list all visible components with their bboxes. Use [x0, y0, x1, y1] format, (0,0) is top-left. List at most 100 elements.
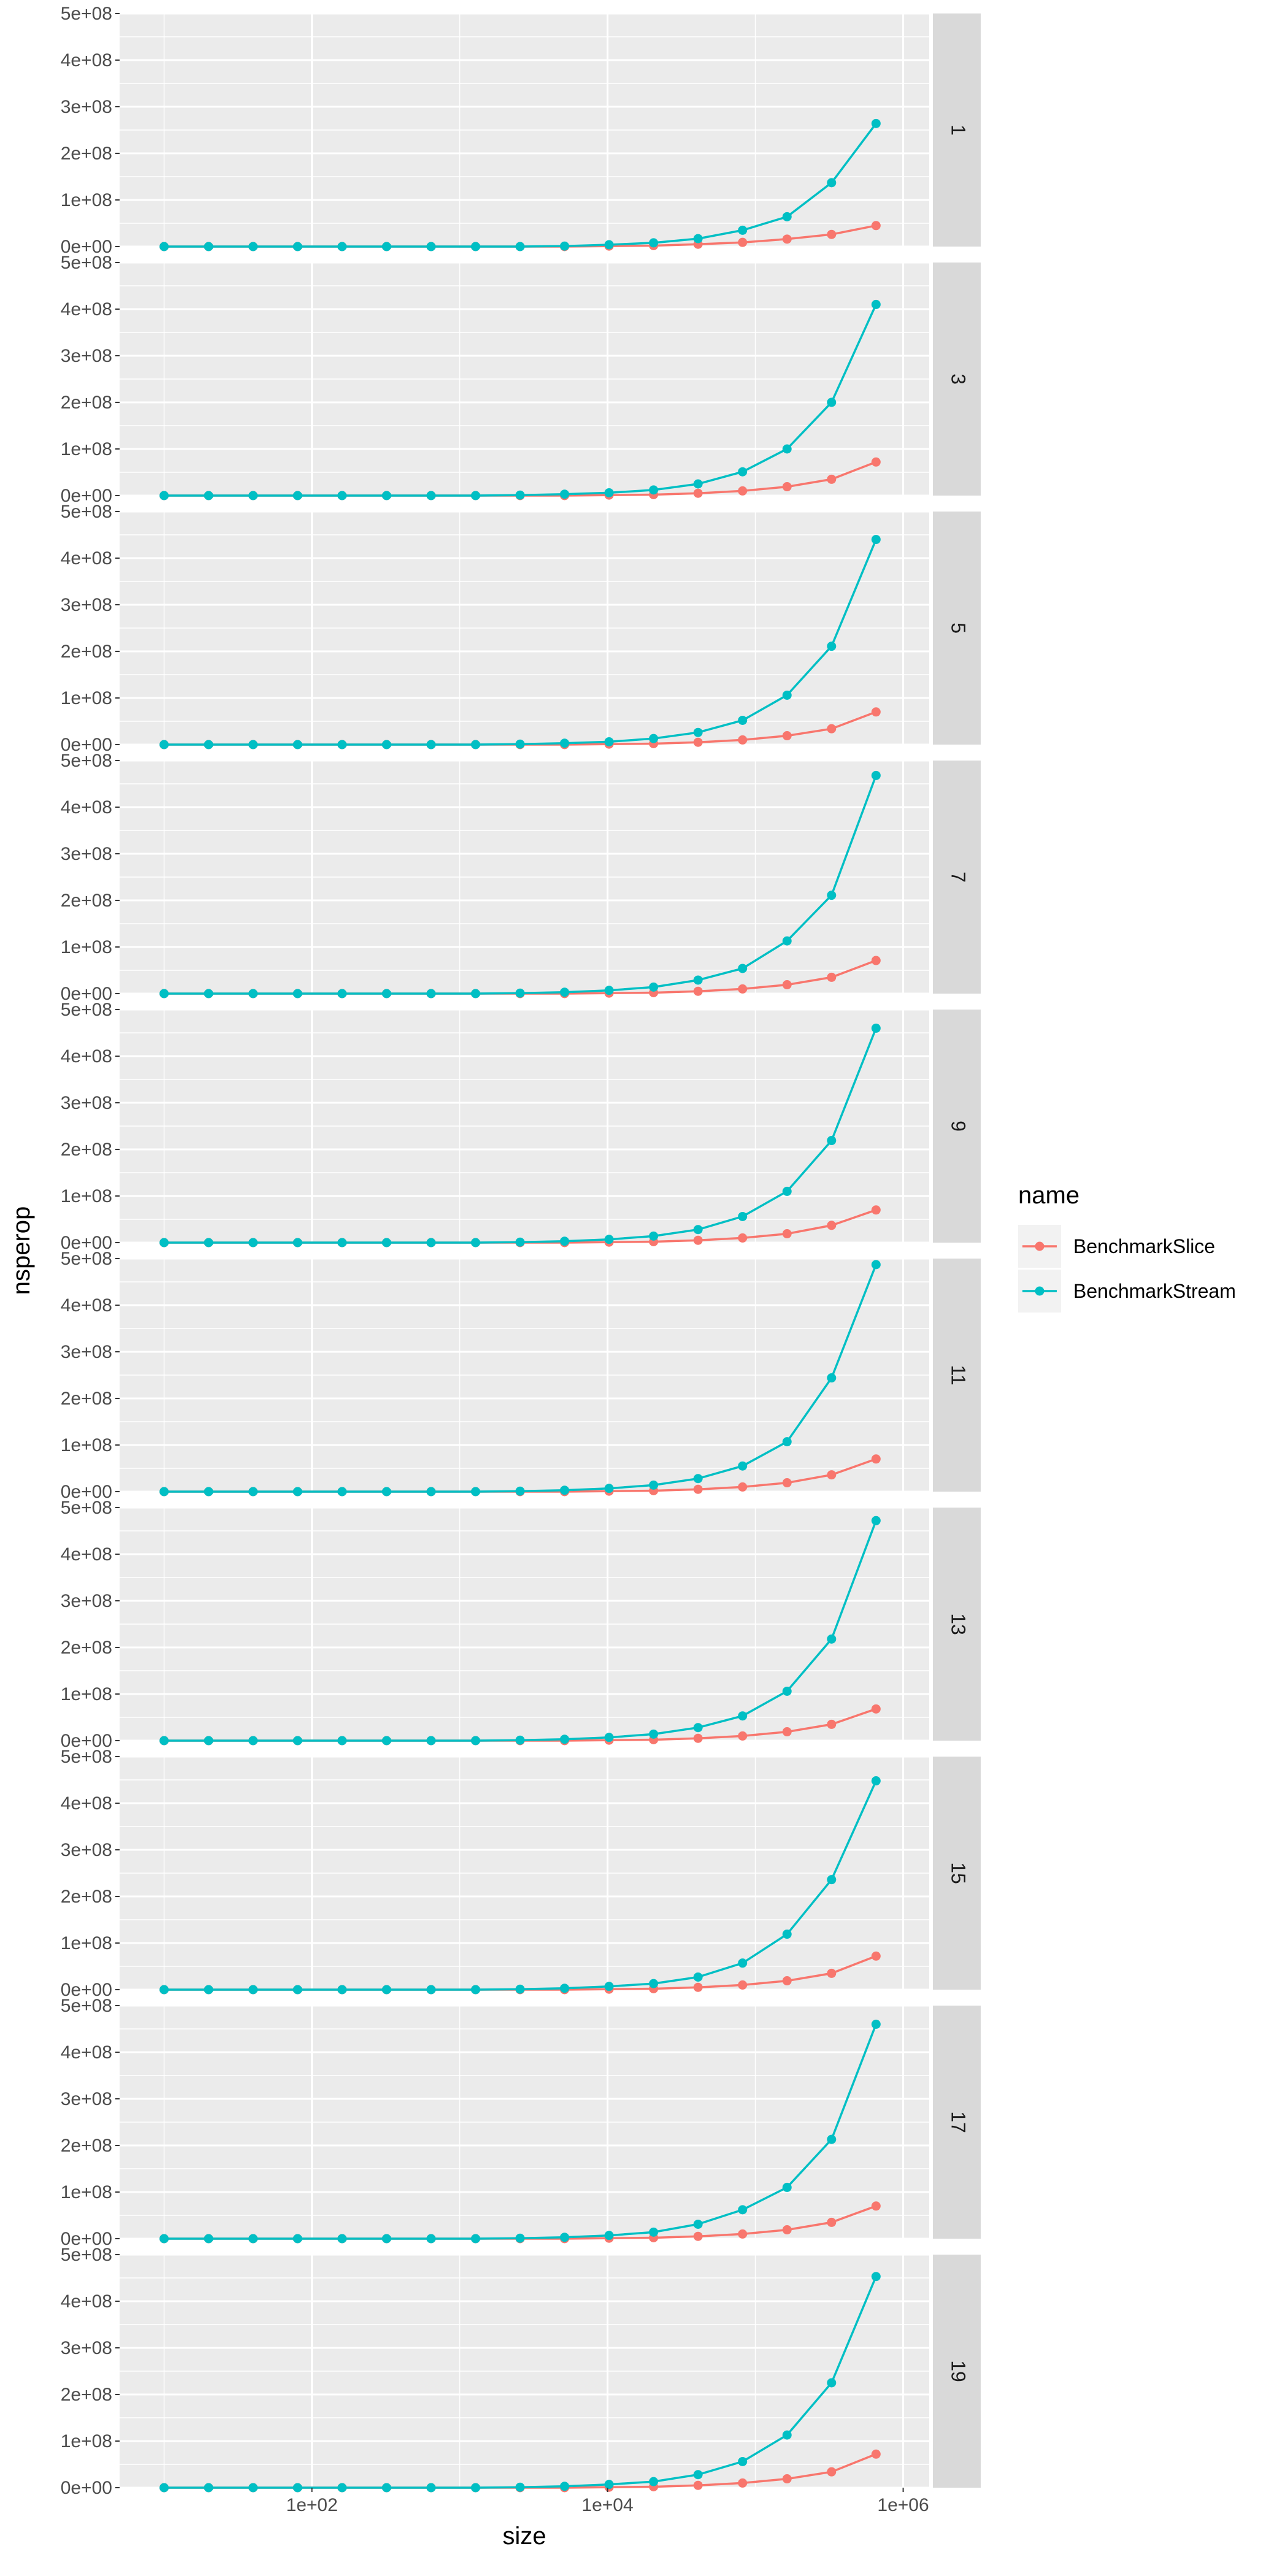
data-point: [470, 1736, 480, 1746]
y-tick-label: 3e+08: [61, 1093, 112, 1113]
y-tick-label: 3e+08: [61, 346, 112, 366]
y-tick-label: 5e+08: [61, 1249, 112, 1269]
y-tick-label: 0e+00: [61, 984, 112, 1004]
data-point: [738, 1958, 748, 1968]
data-point: [827, 642, 837, 651]
data-point: [693, 1474, 703, 1484]
data-point: [293, 491, 302, 500]
data-point: [293, 2234, 302, 2244]
data-point: [426, 1487, 436, 1497]
series-BenchmarkStream: [159, 1260, 881, 1497]
data-point: [782, 444, 792, 454]
legend-item-BenchmarkSlice: BenchmarkSlice: [1018, 1225, 1215, 1268]
data-point: [515, 1735, 525, 1745]
legend-items: BenchmarkSlice BenchmarkStream: [1018, 1225, 1236, 1313]
facet-strip: [933, 1259, 981, 1492]
data-point: [426, 989, 436, 999]
data-point: [782, 690, 792, 700]
data-point: [738, 1711, 748, 1721]
data-point: [693, 1484, 703, 1494]
data-point: [782, 234, 792, 244]
data-point: [738, 1980, 748, 1990]
data-point: [559, 2482, 569, 2491]
data-point: [293, 1487, 302, 1497]
data-point: [738, 984, 748, 994]
data-point: [738, 735, 748, 745]
y-tick-label: 1e+08: [61, 190, 112, 210]
data-point: [693, 488, 703, 498]
y-tick-label: 0e+00: [61, 486, 112, 506]
data-point: [293, 1985, 302, 1995]
data-point: [470, 2234, 480, 2244]
data-point: [871, 2019, 881, 2029]
data-point: [871, 221, 881, 231]
data-point: [871, 299, 881, 309]
series-BenchmarkStream: [159, 1516, 881, 1746]
data-point: [381, 1985, 391, 1995]
data-point: [381, 1238, 391, 1248]
data-point: [515, 1237, 525, 1247]
y-tick-label: 0e+00: [61, 2229, 112, 2249]
data-point: [470, 989, 480, 999]
series-BenchmarkStream: [159, 1776, 881, 1995]
data-point: [649, 982, 659, 992]
series-BenchmarkStream: [159, 299, 881, 500]
data-point: [426, 2483, 436, 2493]
data-point: [159, 2483, 169, 2493]
data-point: [426, 1985, 436, 1995]
data-point: [827, 2134, 837, 2144]
data-point: [248, 989, 258, 999]
legend-label: BenchmarkSlice: [1073, 1235, 1215, 1257]
data-point: [470, 1487, 480, 1497]
data-point: [782, 2182, 792, 2192]
data-point: [871, 956, 881, 965]
x-tick-label: 1e+04: [581, 2495, 633, 2515]
data-point: [204, 1487, 213, 1497]
facet-strip-label: 15: [948, 1862, 970, 1884]
y-tick-label: 4e+08: [61, 1793, 112, 1814]
data-point: [559, 1735, 569, 1744]
y-tick-label: 1e+08: [61, 688, 112, 708]
data-point: [649, 2477, 659, 2486]
data-point: [248, 242, 258, 251]
data-point: [738, 225, 748, 235]
y-tick-label: 4e+08: [61, 797, 112, 818]
y-tick-label: 4e+08: [61, 2291, 112, 2312]
y-tick-label: 3e+08: [61, 2338, 112, 2358]
data-point: [293, 242, 302, 251]
data-point: [871, 118, 881, 128]
facet-strip-label: 19: [948, 2360, 970, 2382]
data-point: [693, 1972, 703, 1982]
y-tick-label: 1e+08: [61, 1435, 112, 1455]
data-point: [693, 1235, 703, 1245]
y-tick-label: 5e+08: [61, 1498, 112, 1518]
data-point: [738, 2456, 748, 2466]
data-point: [827, 1634, 837, 1644]
data-point: [738, 715, 748, 725]
facet-strip-label: 7: [948, 872, 970, 883]
legend-key-point: [1035, 1286, 1045, 1296]
data-point: [381, 989, 391, 999]
data-point: [159, 740, 169, 749]
facet-strip-label: 13: [948, 1613, 970, 1635]
y-tick-label: 2e+08: [61, 144, 112, 164]
data-point: [293, 989, 302, 999]
y-tick-label: 2e+08: [61, 1638, 112, 1658]
data-point: [381, 2234, 391, 2244]
data-point: [248, 2234, 258, 2244]
data-point: [604, 1733, 614, 1742]
data-point: [337, 989, 347, 999]
data-point: [871, 1951, 881, 1961]
data-point: [337, 1985, 347, 1995]
data-point: [649, 1979, 659, 1988]
data-point: [693, 727, 703, 737]
data-point: [559, 1236, 569, 1246]
data-point: [738, 237, 748, 247]
data-point: [470, 242, 480, 251]
data-point: [738, 486, 748, 496]
y-axis-title: nsperop: [8, 1206, 35, 1295]
y-tick-label: 4e+08: [61, 1046, 112, 1067]
y-tick-label: 2e+08: [61, 891, 112, 911]
data-point: [515, 242, 525, 251]
data-point: [693, 2219, 703, 2229]
